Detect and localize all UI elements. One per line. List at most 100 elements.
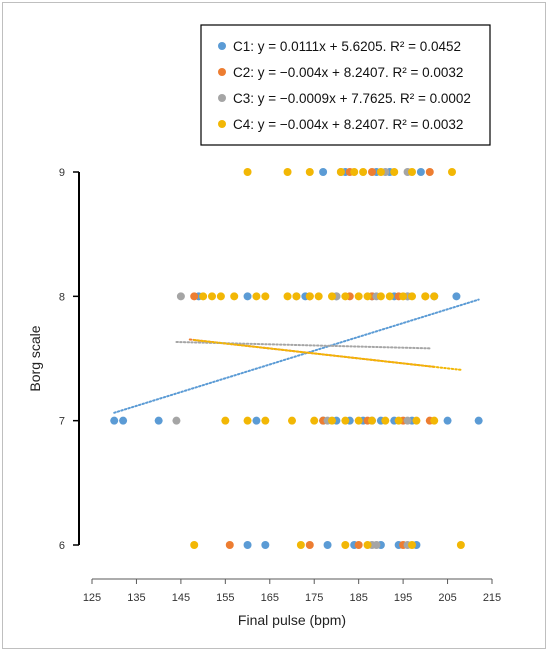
x-tick-label: 145 (172, 592, 190, 604)
legend-box (200, 24, 491, 146)
y-axis-title: Borg scale (27, 325, 43, 391)
trendline-c1 (113, 298, 480, 414)
point-c3 (172, 416, 181, 425)
point-c3 (176, 292, 185, 301)
point-c4 (376, 168, 385, 176)
point-c4 (368, 416, 376, 425)
legend-marker-c4 (218, 120, 226, 128)
legend-entry-c1: C1: y = 0.0111x + 5.6205. R² = 0.0452 (233, 39, 461, 54)
point-c4 (283, 168, 292, 176)
point-c4 (448, 168, 456, 176)
point-c4 (305, 168, 314, 176)
x-tick-label: 205 (438, 592, 456, 604)
point-c4 (408, 541, 416, 549)
point-c1 (416, 168, 425, 176)
point-c4 (336, 168, 345, 176)
point-c4 (376, 292, 385, 301)
y-tick-label: 8 (59, 291, 65, 303)
point-c4 (341, 416, 350, 425)
x-axis-title: Final pulse (bpm) (238, 612, 346, 628)
point-c4 (296, 541, 305, 549)
trendlines (113, 298, 480, 414)
point-c4 (430, 416, 439, 425)
point-c4 (341, 541, 350, 549)
point-c4 (350, 168, 359, 176)
point-c4 (314, 292, 323, 301)
point-c2 (354, 541, 363, 549)
point-c4 (292, 292, 301, 301)
point-c4 (341, 292, 350, 301)
point-c2 (425, 168, 434, 176)
point-c1 (443, 416, 452, 425)
legend-marker-c3 (218, 94, 226, 102)
point-c4 (310, 416, 319, 425)
point-c4 (354, 292, 363, 301)
point-c1 (243, 292, 252, 301)
point-c4 (216, 292, 225, 301)
point-c4 (305, 292, 314, 301)
point-c1 (261, 541, 270, 549)
point-c4 (363, 541, 372, 549)
point-c4 (261, 292, 270, 301)
point-c4 (390, 168, 399, 176)
point-c2 (190, 292, 199, 301)
point-c4 (408, 168, 416, 176)
x-tick-label: 195 (394, 592, 412, 604)
point-c2 (368, 168, 376, 176)
point-c3 (372, 541, 381, 549)
point-c4 (199, 292, 208, 301)
point-c4 (221, 416, 230, 425)
point-c1 (154, 416, 163, 425)
legend-marker-c1 (218, 42, 226, 50)
point-c4 (208, 292, 216, 301)
x-tick-label: 175 (305, 592, 323, 604)
x-tick-label: 155 (216, 592, 234, 604)
point-c1 (319, 168, 328, 176)
point-c2 (305, 541, 314, 549)
point-c4 (243, 416, 252, 425)
legend-marker-c2 (218, 68, 226, 76)
point-c4 (408, 292, 416, 301)
tick-labels: 125 135 145 155 165 175 185 195 205 215 6 7 8 9 (59, 167, 501, 604)
point-c4 (230, 292, 239, 301)
point-c4 (381, 416, 390, 425)
axes (78, 172, 492, 580)
point-c4 (399, 292, 408, 301)
point-c1 (119, 416, 128, 425)
point-c1 (474, 416, 483, 425)
point-c1 (323, 541, 332, 549)
point-c1 (252, 416, 261, 425)
y-tick-label: 9 (59, 167, 65, 179)
legend-entry-c3: C3: y = −0.0009x + 7.7625. R² = 0.0002 (233, 91, 471, 106)
y-tick-label: 7 (59, 416, 65, 428)
x-tick-label: 185 (349, 592, 367, 604)
point-c4 (252, 292, 261, 301)
data-points (110, 168, 483, 549)
point-c4 (359, 168, 368, 176)
point-c4 (412, 416, 421, 425)
point-c4 (288, 416, 296, 425)
point-c4 (328, 292, 336, 301)
x-tick-label: 165 (261, 592, 279, 604)
x-tick-label: 125 (83, 592, 101, 604)
point-c4 (354, 416, 363, 425)
point-c4 (421, 292, 430, 301)
point-c1 (110, 416, 119, 425)
point-c3 (403, 416, 412, 425)
x-tick-label: 135 (127, 592, 145, 604)
legend-entry-c4: C4: y = −0.004x + 8.2407. R² = 0.0032 (233, 117, 463, 132)
point-c4 (190, 541, 199, 549)
point-c1 (243, 541, 252, 549)
point-c2 (225, 541, 234, 549)
point-c4 (394, 416, 403, 425)
legend-entry-c2: C2: y = −0.004x + 8.2407. R² = 0.0032 (233, 65, 463, 80)
point-c4 (456, 541, 465, 549)
y-tick-label: 6 (59, 540, 65, 552)
point-c4 (243, 168, 252, 176)
point-c4 (328, 416, 336, 425)
x-tick-label: 215 (483, 592, 501, 604)
point-c1 (452, 292, 461, 301)
point-c4 (261, 416, 270, 425)
legend: C1: y = 0.0111x + 5.6205. R² = 0.0452 C2:… (200, 24, 491, 146)
